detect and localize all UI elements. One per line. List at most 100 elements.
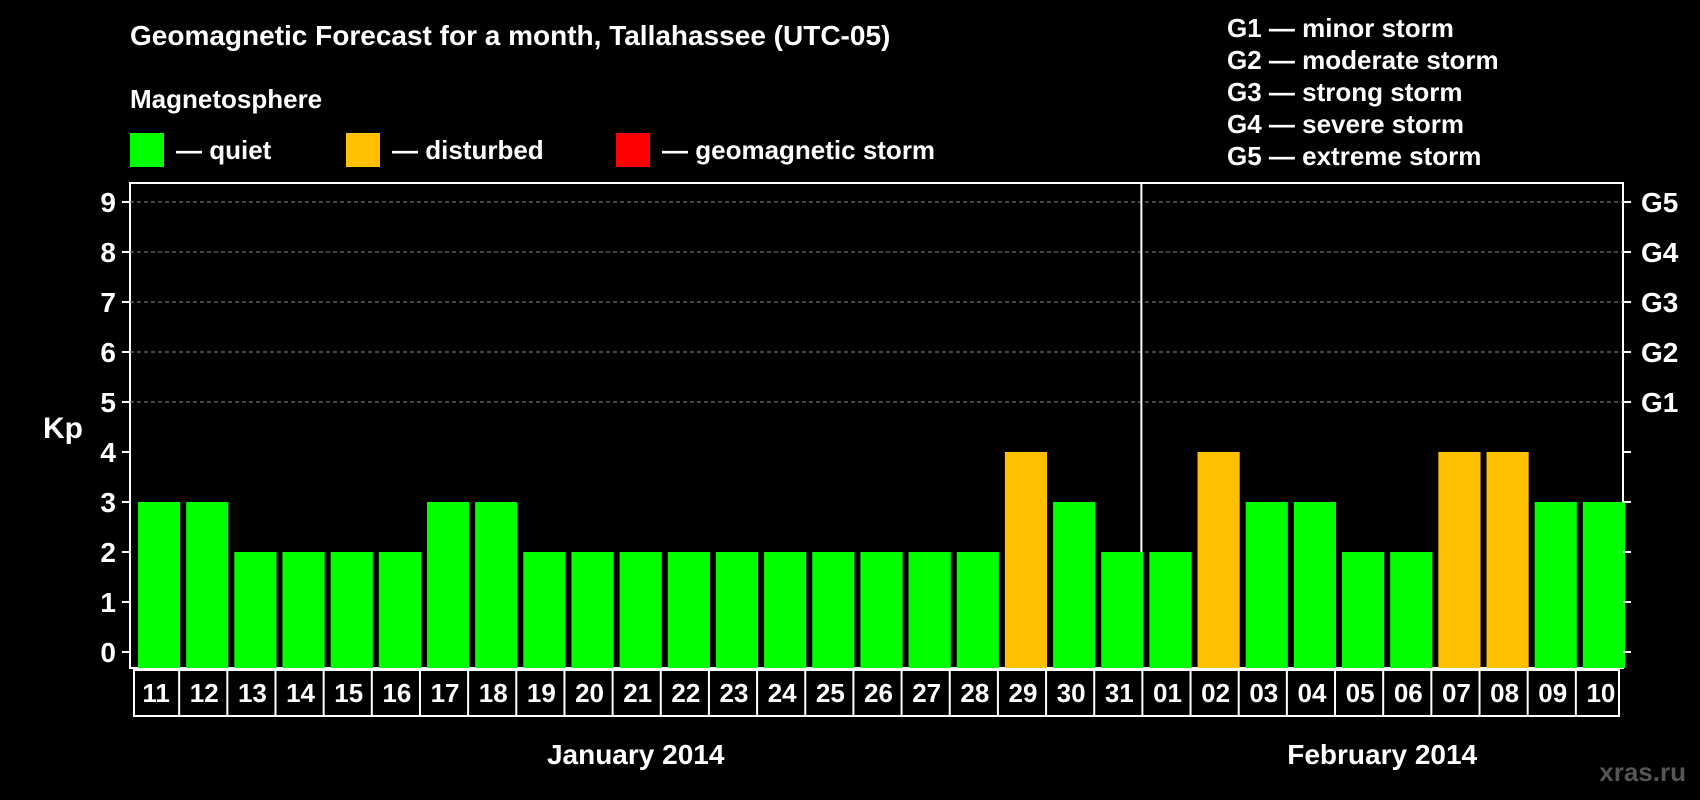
- y-tick-label: 9: [100, 187, 116, 218]
- bar: [1582, 502, 1625, 668]
- legend-item-disturbed: — disturbed: [346, 133, 544, 167]
- g-level-label: G4: [1641, 237, 1679, 268]
- month-label: January 2014: [547, 739, 725, 770]
- day-label: 12: [190, 678, 219, 708]
- g-level-label: G3: [1641, 287, 1678, 318]
- day-label: 02: [1201, 678, 1230, 708]
- day-label: 13: [238, 678, 267, 708]
- y-tick-label: 8: [100, 237, 116, 268]
- bar: [571, 552, 614, 668]
- bar: [812, 552, 855, 668]
- day-label: 28: [960, 678, 989, 708]
- day-row-frame: [133, 669, 1620, 717]
- bar: [1342, 552, 1385, 668]
- day-label: 22: [671, 678, 700, 708]
- bar: [475, 502, 518, 668]
- day-label: 29: [1009, 678, 1038, 708]
- bar: [1534, 502, 1577, 668]
- bar: [523, 552, 566, 668]
- storm-level-g4: G4 — severe storm: [1227, 109, 1465, 139]
- y-axis-label: Kp: [43, 412, 83, 445]
- y-tick-label: 4: [100, 437, 116, 468]
- g-level-label: G2: [1641, 337, 1678, 368]
- bar: [860, 552, 903, 668]
- y-tick-label: 3: [100, 487, 116, 518]
- chart-title: Geomagnetic Forecast for a month, Tallah…: [130, 20, 891, 51]
- day-label: 26: [864, 678, 893, 708]
- bar: [282, 552, 325, 668]
- y-tick-label: 1: [100, 587, 116, 618]
- legend-label-storm: — geomagnetic storm: [662, 134, 936, 165]
- bar: [1390, 552, 1433, 668]
- storm-level-g3: G3 — strong storm: [1227, 77, 1463, 107]
- bar: [330, 552, 373, 668]
- y-tick-label: 0: [100, 637, 116, 668]
- bar: [715, 552, 759, 668]
- day-label: 23: [720, 678, 749, 708]
- day-label: 01: [1153, 678, 1182, 708]
- day-label: 03: [1249, 678, 1278, 708]
- y-tick-label: 5: [100, 387, 116, 418]
- day-label: 09: [1538, 678, 1567, 708]
- day-label: 31: [1105, 678, 1134, 708]
- storm-level-g2: G2 — moderate storm: [1227, 45, 1499, 75]
- legend-swatch-storm: [616, 133, 650, 167]
- day-label: 08: [1490, 678, 1519, 708]
- legend-swatch-disturbed: [346, 133, 380, 167]
- legend: — quiet — disturbed — geomagnetic storm: [130, 133, 1030, 167]
- day-label: 05: [1346, 678, 1375, 708]
- bar: [1004, 452, 1048, 668]
- day-label: 04: [1297, 678, 1326, 708]
- storm-level-legend: G1 — minor storm G2 — moderate storm G3 …: [1227, 12, 1499, 172]
- bar: [764, 552, 807, 668]
- y-tick-label: 7: [100, 287, 116, 318]
- bar: [1438, 452, 1481, 668]
- bar: [1101, 552, 1144, 668]
- storm-level-g1: G1 — minor storm: [1227, 13, 1454, 43]
- day-label: 20: [575, 678, 604, 708]
- day-label: 15: [334, 678, 363, 708]
- y-tick-label: 2: [100, 537, 116, 568]
- day-label: 30: [1057, 678, 1086, 708]
- bar: [138, 502, 181, 668]
- bar: [1486, 452, 1529, 668]
- day-label: 25: [816, 678, 845, 708]
- bar: [1293, 502, 1337, 668]
- bar: [426, 502, 470, 668]
- day-label: 17: [431, 678, 460, 708]
- bar: [1197, 452, 1240, 668]
- g-level-label: G5: [1641, 187, 1678, 218]
- day-label: 14: [286, 678, 315, 708]
- bar: [956, 552, 999, 668]
- bar: [378, 552, 421, 668]
- day-label: 18: [479, 678, 508, 708]
- watermark: xras.ru: [1599, 757, 1686, 787]
- legend-label-quiet: — quiet: [176, 134, 272, 165]
- bar: [186, 502, 229, 668]
- bar: [234, 552, 277, 668]
- day-label: 11: [142, 678, 170, 708]
- legend-item-quiet: — quiet: [130, 133, 271, 167]
- legend-item-storm: — geomagnetic storm: [616, 133, 935, 167]
- day-label: 06: [1394, 678, 1423, 708]
- chart-subtitle: Magnetosphere: [130, 84, 323, 114]
- day-label: 10: [1586, 678, 1615, 708]
- bar: [908, 552, 951, 668]
- day-label: 19: [527, 678, 556, 708]
- day-label: 27: [912, 678, 941, 708]
- storm-level-g5: G5 — extreme storm: [1227, 141, 1482, 171]
- bar: [1149, 552, 1192, 668]
- month-label: February 2014: [1287, 739, 1477, 770]
- day-label: 07: [1442, 678, 1471, 708]
- day-label: 24: [768, 678, 797, 708]
- legend-label-disturbed: — disturbed: [392, 134, 544, 165]
- bar: [667, 552, 710, 668]
- y-tick-label: 6: [100, 337, 116, 368]
- bar: [1245, 502, 1288, 668]
- legend-swatch-quiet: [130, 133, 164, 167]
- g-level-label: G1: [1641, 387, 1678, 418]
- bar: [1053, 502, 1096, 668]
- day-label: 21: [623, 678, 652, 708]
- bar: [619, 552, 662, 668]
